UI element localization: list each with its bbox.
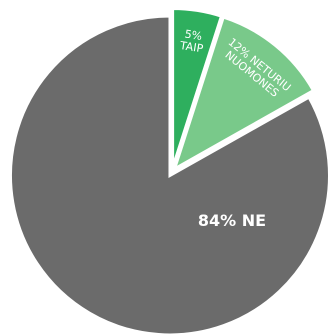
pie-slice-label-2-line-0: 84% NE — [198, 211, 266, 230]
pie-slice-label-0: 5%TAIP — [178, 27, 206, 56]
pie-slice-label-2: 84% NE — [198, 211, 266, 230]
pie-slice-2 — [8, 14, 331, 334]
pie-slice-1 — [171, 15, 316, 173]
pie-slice-label-0-line-0: 5% — [184, 28, 203, 44]
pie-slice-0 — [171, 7, 224, 169]
pie-slice-label-0-line-1: TAIP — [178, 39, 204, 56]
